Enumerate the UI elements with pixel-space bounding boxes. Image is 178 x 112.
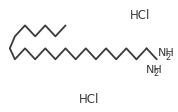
Text: HCl: HCl [79,93,100,106]
Text: NH: NH [146,65,163,75]
Text: NH: NH [158,48,174,58]
Text: HCl: HCl [130,9,150,22]
Text: 2: 2 [154,69,159,78]
Text: 2: 2 [166,53,171,62]
